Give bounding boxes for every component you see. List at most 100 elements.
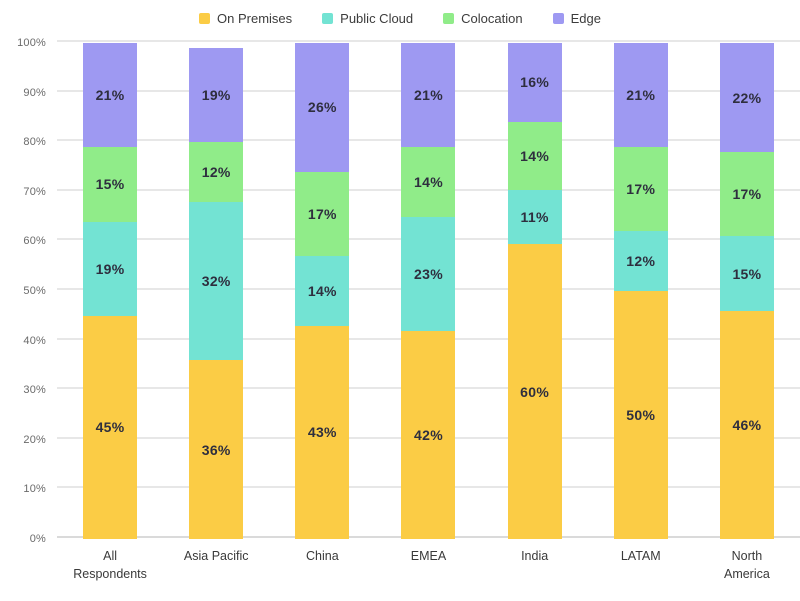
segment-public-cloud: 15%	[719, 236, 774, 311]
legend-label: On Premises	[217, 10, 293, 26]
segment-public-cloud: 12%	[613, 231, 668, 291]
bar-slot: 45% 19% 15% 21%	[57, 43, 163, 539]
segment-edge: 21%	[83, 43, 138, 148]
segment-value-label: 36%	[201, 441, 231, 458]
y-axis-tick-label: 100%	[17, 37, 46, 49]
segment-on-premises: 43%	[295, 325, 350, 539]
segment-public-cloud: 14%	[295, 256, 350, 326]
segment-value-label: 14%	[307, 283, 337, 299]
y-axis-tick-label: 20%	[23, 433, 46, 446]
bar-north-america: 46% 15% 17% 22%	[719, 43, 774, 539]
segment-value-label: 11%	[520, 209, 549, 226]
y-axis-tick-label: 10%	[23, 483, 46, 496]
segment-value-label: 21%	[414, 87, 443, 104]
segment-on-premises: 60%	[507, 244, 562, 539]
gridline-100	[57, 40, 800, 42]
segment-on-premises: 36%	[189, 360, 244, 539]
x-axis-category-label: EMEA	[410, 549, 447, 563]
segment-value-label: 19%	[95, 260, 125, 277]
y-axis-tick-label: 90%	[23, 86, 46, 99]
segment-on-premises: 50%	[613, 291, 668, 539]
segment-edge: 19%	[189, 47, 244, 143]
bar-latam: 50% 12% 17% 21%	[613, 43, 668, 539]
segment-value-label: 14%	[520, 147, 550, 164]
segment-colocation: 12%	[189, 142, 244, 202]
segment-value-label: 14%	[414, 173, 443, 190]
y-axis-tick-label: 60%	[23, 235, 46, 248]
bar-emea: 42% 23% 14% 21%	[401, 43, 456, 539]
x-axis-category-label: North America	[723, 549, 770, 582]
segment-colocation: 17%	[295, 171, 350, 257]
segment-value-label: 17%	[626, 181, 656, 198]
legend-item-public-cloud: Public Cloud	[322, 11, 413, 26]
segment-value-label: 32%	[201, 273, 231, 290]
x-axis-category-label: Asia Pacific	[183, 549, 249, 563]
bar-slot: 42% 23% 14% 21%	[375, 43, 481, 539]
segment-on-premises: 42%	[401, 330, 456, 539]
x-axis-category-label: LATAM	[620, 549, 661, 563]
legend-item-on-premises: On Premises	[199, 11, 292, 26]
segment-value-label: 21%	[626, 87, 656, 104]
segment-value-label: 45%	[95, 419, 125, 436]
segment-public-cloud: 23%	[401, 216, 456, 331]
segment-public-cloud: 11%	[507, 190, 562, 245]
segment-colocation: 15%	[83, 147, 138, 222]
segment-value-label: 21%	[95, 87, 125, 104]
segment-on-premises: 46%	[719, 310, 774, 539]
segment-colocation: 17%	[613, 147, 668, 232]
segment-value-label: 42%	[414, 426, 443, 443]
bar-slot: 60% 11% 14% 16%	[482, 43, 588, 539]
y-axis-tick-label: 30%	[23, 384, 46, 397]
y-axis-tick-label: 80%	[23, 136, 46, 149]
bar-india: 60% 11% 14% 16%	[507, 43, 562, 539]
segment-public-cloud: 32%	[189, 201, 244, 361]
bar-asia-pacific: 36% 32% 12% 19%	[189, 47, 244, 539]
segment-colocation: 17%	[719, 152, 774, 237]
segment-edge: 21%	[613, 43, 668, 148]
segment-value-label: 17%	[732, 186, 762, 203]
bar-slot: 50% 12% 17% 21%	[588, 43, 694, 539]
y-axis-tick-label: 0%	[29, 533, 46, 545]
segment-value-label: 16%	[520, 74, 550, 91]
legend-item-edge: Edge	[552, 10, 601, 26]
segment-edge: 21%	[401, 43, 456, 148]
segment-value-label: 60%	[520, 383, 550, 400]
legend-label: Colocation	[461, 10, 523, 26]
segment-edge: 22%	[719, 43, 774, 153]
bar-all-respondents: 45% 19% 15% 21%	[83, 43, 138, 539]
segment-value-label: 22%	[732, 89, 762, 106]
segment-edge: 16%	[507, 43, 562, 122]
y-axis-tick-label: 50%	[23, 285, 46, 297]
segment-value-label: 17%	[307, 206, 337, 223]
segment-value-label: 12%	[201, 163, 231, 180]
legend-label: Public Cloud	[340, 10, 414, 26]
y-axis-tick-label: 40%	[23, 334, 46, 347]
segment-value-label: 26%	[307, 99, 337, 116]
legend-swatch-icon	[199, 12, 211, 24]
legend: On Premises Public Cloud Colocation Edge	[0, 6, 800, 30]
y-axis: 0% 10% 20% 30% 40% 50% 60% 70% 80% 90% 100%	[0, 37, 50, 545]
segment-value-label: 15%	[95, 176, 125, 193]
bar-slot: 46% 15% 17% 22%	[694, 43, 800, 539]
segment-value-label: 23%	[414, 265, 443, 282]
segment-value-label: 12%	[626, 253, 656, 270]
bar-china: 43% 14% 17% 26%	[295, 43, 350, 539]
y-axis-tick-label: 70%	[23, 185, 46, 198]
x-axis-category-label: All Respondents	[73, 549, 147, 582]
legend-swatch-icon	[443, 12, 455, 24]
x-axis-category-label: India	[521, 549, 549, 563]
segment-value-label: 15%	[732, 265, 762, 282]
x-axis-category-label: China	[306, 549, 339, 563]
segment-value-label: 50%	[626, 407, 656, 423]
plot-area: 45% 19% 15% 21% 36% 32% 12% 19% 43% 14% 17% 26% 42% 2…	[57, 40, 800, 539]
segment-colocation: 14%	[401, 147, 456, 217]
legend-swatch-icon	[322, 12, 334, 24]
segment-value-label: 43%	[307, 424, 337, 441]
segment-colocation: 14%	[507, 121, 562, 191]
legend-item-colocation: Colocation	[443, 10, 523, 26]
segment-public-cloud: 19%	[83, 221, 138, 316]
legend-label: Edge	[570, 10, 601, 26]
bars-container: 45% 19% 15% 21% 36% 32% 12% 19% 43% 14% 17% 26% 42% 2…	[57, 43, 800, 539]
x-axis: All Respondents Asia Pacific China EMEA Indi…	[57, 547, 800, 583]
